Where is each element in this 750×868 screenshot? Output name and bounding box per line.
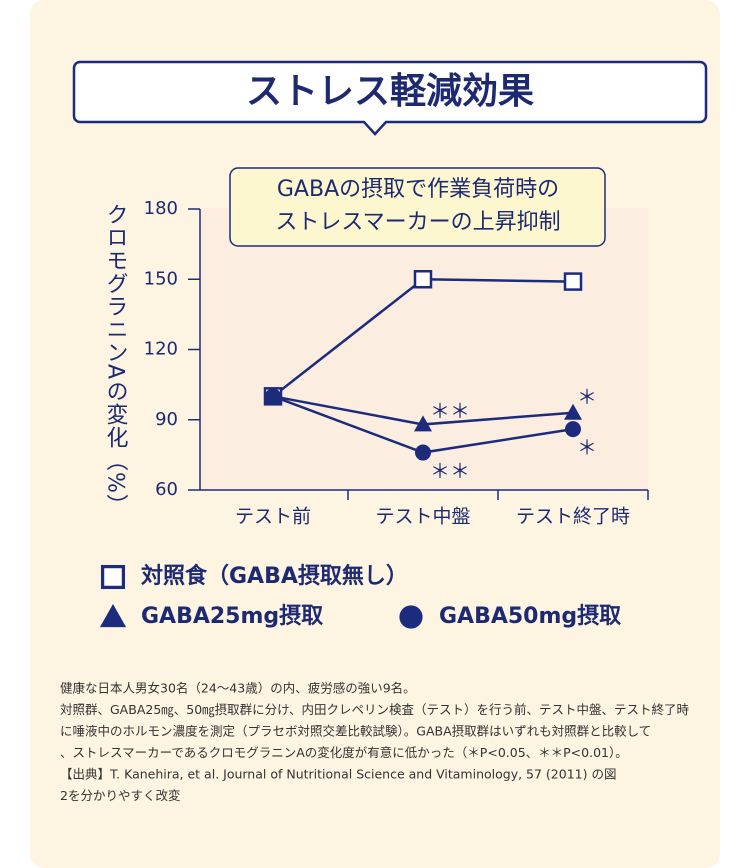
x-tick-label: テスト前 [235, 506, 311, 528]
legend-marker [100, 564, 126, 590]
y-tick-label: 120 [144, 339, 178, 360]
note: 、ストレスマーカーであるクロモグラニンAの変化度が有意に低かった（＊P<0.05… [60, 745, 628, 760]
legend-label: GABA50mg摂取 [439, 603, 621, 629]
plot-area [200, 208, 648, 490]
y-tick-label: 180 [144, 198, 178, 219]
marker [265, 388, 281, 405]
y-tick-label: 60 [155, 479, 178, 500]
legend-label: 対照食（GABA摂取無し） [141, 563, 408, 589]
marker [414, 415, 432, 432]
note: 健康な日本人男女30名（24〜43歳）の内、疲労感の強い9名。 [60, 681, 416, 696]
note: 【出典】T. Kanehira, et al. Journal of Nutri… [60, 767, 616, 782]
x-tick-label: テスト中盤 [375, 506, 470, 528]
y-tick-label: 90 [155, 409, 178, 430]
note: 2を分かりやすく改変 [60, 788, 180, 803]
y-axis-label: クロモグラニンAの変化（%） [103, 203, 129, 517]
callout-text: ストレスマーカーの上昇抑制 [275, 210, 560, 235]
significance-mark: ＊＊ [430, 399, 470, 423]
significance-mark: ＊ [577, 436, 597, 460]
marker [415, 444, 431, 461]
y-tick-label: 150 [144, 268, 178, 289]
callout-box [229, 167, 606, 247]
marker [565, 421, 581, 438]
marker [563, 272, 583, 291]
x-tick-label: テスト終了時 [516, 506, 630, 528]
title-box [72, 60, 708, 136]
marker [564, 403, 582, 420]
note: 対照群、GABA25㎎、50㎎摂取群に分け、内田クレペリン検査（テスト）を行う前… [60, 702, 690, 717]
callout-text: GABAの摂取で作業負荷時の [277, 177, 559, 202]
legend-marker [399, 605, 423, 629]
legend-label: GABA25mg摂取 [141, 603, 323, 629]
significance-mark: ＊ [577, 385, 597, 409]
note: に唾液中のホルモン濃度を測定（プラセボ対照交差比較試験）。GABA摂取群はいずれ… [60, 724, 651, 739]
title: ストレス軽減効果 [246, 71, 534, 112]
legend-marker [99, 603, 127, 628]
marker [413, 270, 433, 289]
significance-mark: ＊＊ [430, 459, 470, 483]
